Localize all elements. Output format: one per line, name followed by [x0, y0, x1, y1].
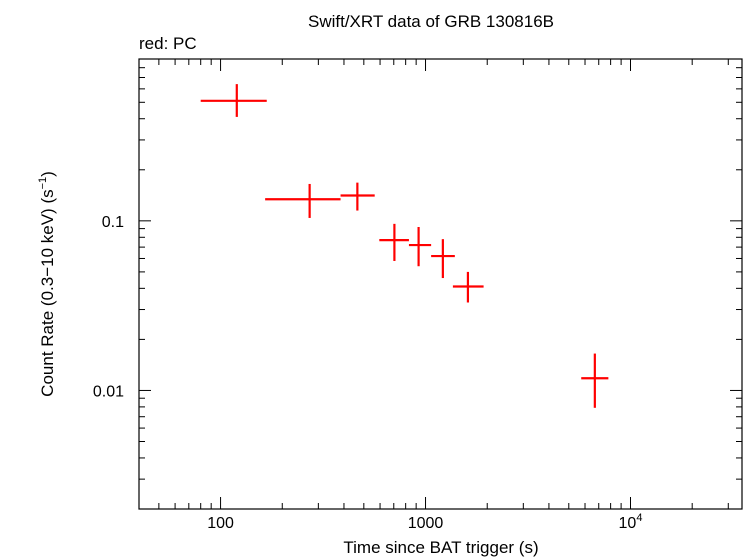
- data-points: [200, 84, 609, 408]
- x-tick-label-exponent: 4: [636, 512, 642, 524]
- x-tick-label: 100: [207, 515, 234, 532]
- x-tick-label-base: 100: [207, 515, 234, 532]
- y-axis-tick-labels: 0.1 0.01: [93, 214, 124, 401]
- chart-title: Swift/XRT data of GRB 130816B: [308, 12, 554, 31]
- x-axis-ticks: [138, 59, 729, 509]
- data-point: [200, 84, 267, 117]
- y-axis-ticks: [139, 58, 742, 510]
- data-point: [340, 182, 375, 211]
- y-axis-label-main: Count Rate (0.3−10 keV) (s: [38, 189, 57, 396]
- data-point: [581, 353, 609, 408]
- data-point: [452, 271, 484, 303]
- data-point: [431, 239, 455, 279]
- x-tick-label: 104: [619, 512, 643, 532]
- data-point: [379, 223, 409, 261]
- y-axis-label: Count Rate (0.3−10 keV) (s−1): [37, 171, 57, 397]
- y-tick-label: 0.1: [102, 214, 124, 231]
- data-point: [265, 183, 341, 218]
- y-axis-label-close: ): [38, 171, 57, 177]
- x-tick-label-base: 10: [619, 515, 637, 532]
- x-axis-tick-labels: 100 1000 104: [207, 512, 642, 532]
- chart-subtitle: red: PC: [139, 34, 197, 53]
- y-tick-label: 0.01: [93, 383, 124, 400]
- plot-frame: [138, 58, 743, 510]
- y-axis-label-exponent: −1: [37, 177, 49, 190]
- x-tick-label-base: 1000: [408, 515, 444, 532]
- x-tick-label: 1000: [408, 515, 444, 532]
- data-point: [408, 226, 432, 267]
- x-axis-label: Time since BAT trigger (s): [343, 538, 538, 557]
